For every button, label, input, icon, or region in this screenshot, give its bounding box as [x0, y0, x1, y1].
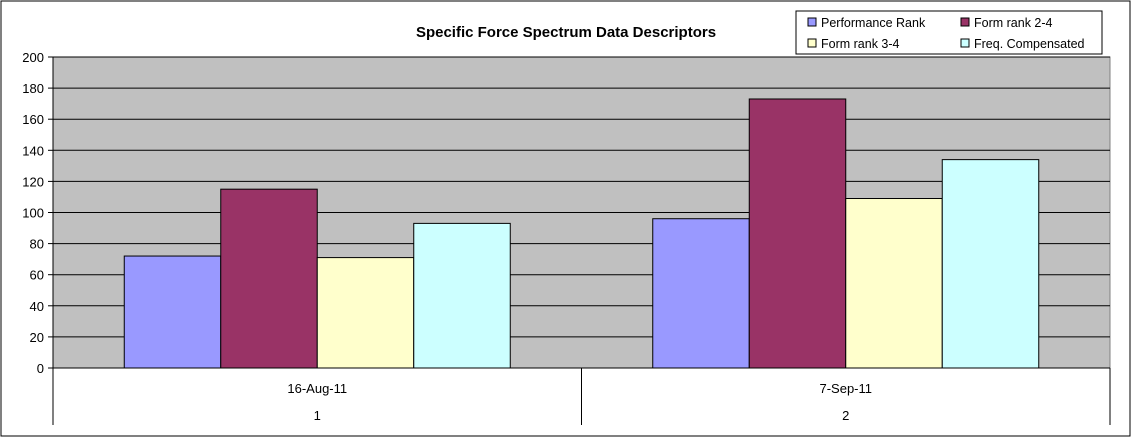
bar-form-rank-3-4-2	[845, 198, 943, 369]
bar-freq-compensated-1	[413, 222, 511, 369]
y-tick-label: 20	[30, 330, 44, 345]
legend-label: Form rank 2-4	[974, 16, 1053, 30]
plot-area: 0 20 40 60 80 100 120 140 160 180 200 16-Aug-11 1 7-S…	[22, 50, 1111, 425]
bar-form-rank-2-4-1	[220, 188, 318, 369]
bar-form-rank-3-4-1	[316, 257, 415, 369]
y-tick-label: 160	[22, 112, 44, 127]
legend-swatch	[960, 17, 970, 27]
y-tick-label: 60	[30, 268, 44, 283]
y-tick-label: 180	[22, 81, 44, 96]
y-tick-label: 200	[22, 50, 44, 65]
legend-label: Form rank 3-4	[821, 37, 900, 51]
y-tick-label: 0	[37, 361, 44, 376]
bar-freq-compensated-2	[941, 159, 1040, 369]
x-category-label: 16-Aug-11	[287, 381, 347, 396]
legend-label: Performance Rank	[821, 16, 926, 30]
legend-label: Freq. Compensated	[974, 37, 1085, 51]
legend-swatch	[807, 17, 817, 27]
x-category-index-label: 2	[842, 408, 849, 423]
legend-box	[795, 10, 1103, 55]
legend-swatch	[807, 38, 817, 48]
x-category-label: 7-Sep-11	[819, 381, 872, 396]
x-category-index-label: 1	[314, 408, 321, 423]
y-tick-label: 80	[30, 237, 44, 252]
bar-performance-rank-2	[652, 218, 750, 369]
legend-swatch	[960, 38, 970, 48]
bar-performance-rank-1	[123, 255, 222, 369]
y-tick-label: 100	[22, 206, 44, 221]
bar-form-rank-2-4-2	[748, 98, 847, 369]
y-tick-label: 140	[22, 143, 44, 158]
legend: Performance Rank Form rank 2-4 Form rank 3…	[795, 10, 1103, 55]
y-tick-label: 40	[30, 299, 44, 314]
chart-title: Specific Force Spectrum Data Descriptors	[416, 24, 716, 41]
y-tick-label: 120	[22, 174, 44, 189]
